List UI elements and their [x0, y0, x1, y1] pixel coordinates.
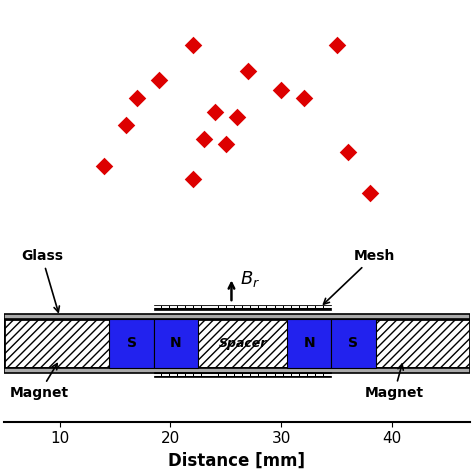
Text: N: N [303, 337, 315, 350]
Text: N: N [170, 337, 182, 350]
Point [100, 162, 108, 170]
Bar [109, 319, 154, 368]
Text: S: S [127, 337, 137, 350]
Point [344, 148, 352, 156]
Text: Magnet: Magnet [9, 364, 69, 401]
Point [278, 87, 285, 94]
Bar [4, 368, 470, 373]
Point [222, 140, 230, 148]
Text: Spacer: Spacer [219, 337, 267, 350]
Point [211, 108, 219, 116]
Point [189, 175, 196, 183]
Point [133, 95, 141, 102]
Text: $\mathit{B_r}$: $\mathit{B_r}$ [240, 269, 261, 289]
Point [333, 41, 341, 48]
Bar [4, 314, 470, 319]
Bar [331, 319, 375, 368]
Bar [109, 319, 154, 368]
Point [366, 189, 374, 196]
Bar [154, 319, 198, 368]
Bar [4, 319, 470, 368]
Point [300, 95, 307, 102]
Bar [154, 372, 331, 377]
Point [244, 68, 252, 75]
Bar [4, 319, 470, 368]
X-axis label: Distance [mm]: Distance [mm] [168, 452, 306, 470]
Point [122, 121, 130, 129]
Bar [287, 319, 331, 368]
Text: S: S [348, 337, 358, 350]
Bar [154, 305, 331, 310]
Point [200, 135, 208, 143]
Point [233, 113, 241, 121]
Bar [331, 319, 375, 368]
Text: Glass: Glass [21, 249, 63, 312]
Text: Mesh: Mesh [324, 249, 395, 304]
Text: Magnet: Magnet [365, 364, 424, 401]
Point [189, 41, 196, 48]
Bar [287, 319, 331, 368]
Point [155, 76, 163, 83]
Bar [154, 319, 198, 368]
